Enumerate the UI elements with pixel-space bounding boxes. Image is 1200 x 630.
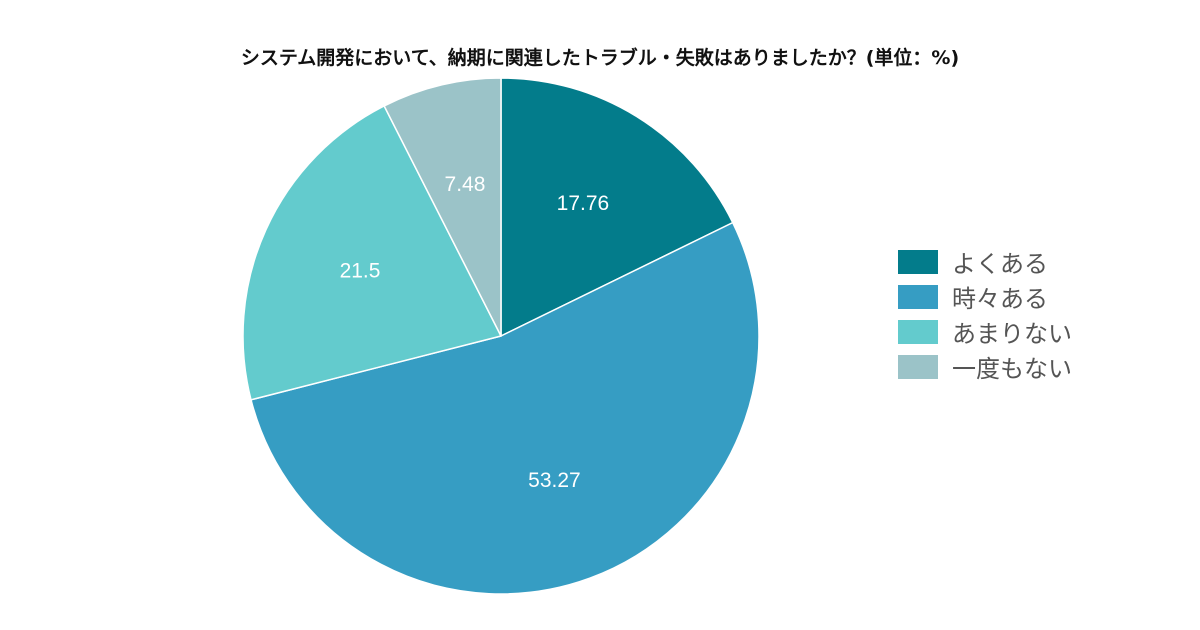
pie-slice-tokidoki-aru — [250, 221, 760, 595]
chart-title: システム開発において、納期に関連したトラブル・失敗はありましたか？(単位：%) — [240, 47, 960, 69]
legend-label: よくある — [952, 250, 1048, 278]
legend: よくある 時々ある あまりない 一度もない — [898, 244, 1072, 384]
legend-swatch — [898, 354, 938, 379]
pie-slice-yoku-aru — [500, 77, 734, 338]
legend-label: 一度もない — [952, 355, 1072, 383]
pie-slice-amari-nai — [242, 104, 503, 401]
slice-value-label-ichido-mo-nai: 7.48 — [445, 173, 486, 196]
legend-swatch — [898, 249, 938, 274]
pie-slice-ichido-mo-nai — [383, 77, 502, 337]
slice-value-label-amari-nai: 21.5 — [340, 260, 381, 283]
legend-swatch — [898, 319, 938, 344]
slice-value-label-yoku-aru: 17.76 — [557, 192, 610, 215]
legend-swatch — [898, 284, 938, 309]
legend-label: 時々ある — [952, 285, 1048, 313]
legend-item-yoku-aru: よくある — [898, 244, 1072, 279]
legend-item-ichido-mo-nai: 一度もない — [898, 349, 1072, 384]
legend-item-amari-nai: あまりない — [898, 314, 1072, 349]
slice-value-label-tokidoki-aru: 53.27 — [528, 469, 581, 492]
legend-label: あまりない — [952, 320, 1072, 348]
legend-item-tokidoki-aru: 時々ある — [898, 279, 1072, 314]
